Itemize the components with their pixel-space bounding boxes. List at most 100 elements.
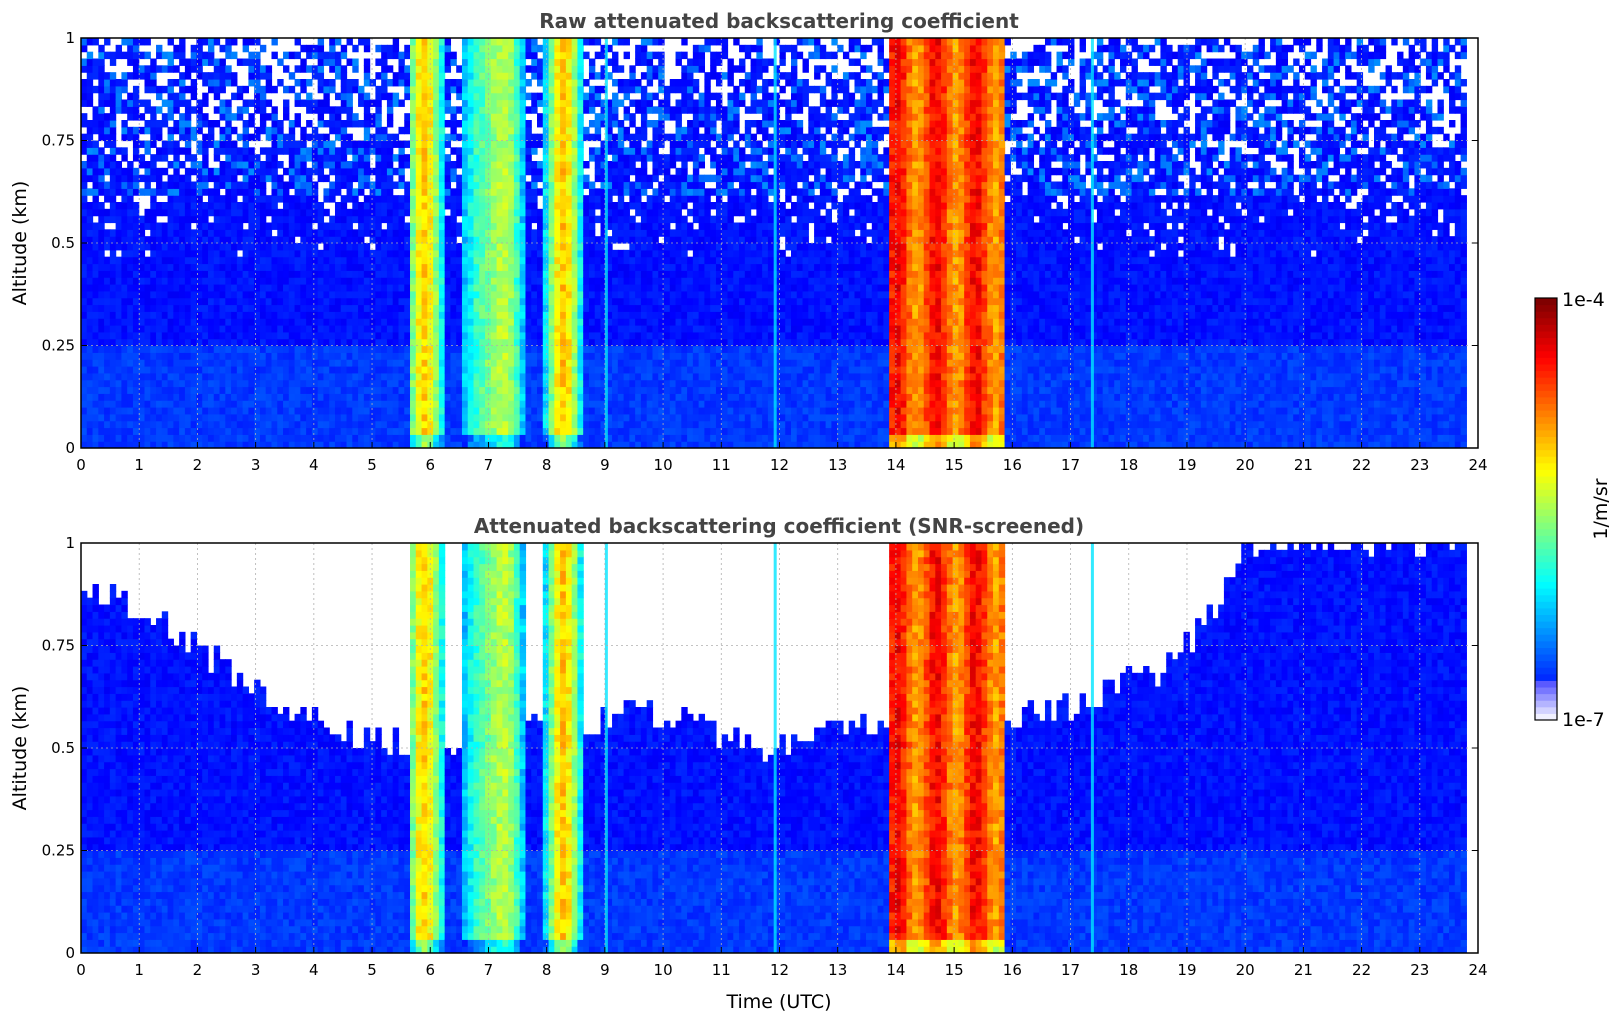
heat-cell <box>571 270 579 278</box>
heat-cell <box>386 400 394 408</box>
heat-cell <box>156 120 163 128</box>
heat-cell <box>132 263 140 271</box>
heat-cell <box>461 99 469 107</box>
heat-cell <box>404 359 411 367</box>
heat-cell <box>329 393 336 401</box>
heat-cell <box>450 290 457 299</box>
heat-cell <box>184 297 192 306</box>
heat-cell <box>496 325 503 333</box>
heat-cell <box>496 208 503 217</box>
heat-cell <box>381 44 388 53</box>
heat-cell <box>179 243 186 251</box>
heat-cell <box>231 379 238 388</box>
heat-cell <box>479 208 486 217</box>
heat-cell <box>144 325 151 333</box>
heat-cell <box>259 352 267 360</box>
heat-cell <box>236 85 244 94</box>
heat-cell <box>537 188 544 196</box>
heat-cell <box>542 393 550 401</box>
heat-cell <box>577 167 584 176</box>
heat-cell <box>115 256 122 265</box>
heat-cell <box>519 413 527 422</box>
heat-cell <box>588 284 596 292</box>
heat-cell <box>352 270 359 278</box>
heat-cell <box>317 202 325 210</box>
heat-cell <box>306 222 313 230</box>
heat-cell <box>392 284 400 292</box>
heat-cell <box>283 311 290 319</box>
heat-cell <box>121 215 128 224</box>
heat-cell <box>410 120 417 128</box>
heat-cell <box>421 311 428 319</box>
heat-cell <box>300 202 307 210</box>
heat-cell <box>179 304 186 312</box>
heat-cell <box>150 161 157 169</box>
heat-cell <box>248 427 255 435</box>
heat-cell <box>213 154 221 162</box>
heat-cell <box>202 427 209 435</box>
heat-cell <box>461 338 469 347</box>
heat-cell <box>467 304 475 312</box>
heat-cell <box>196 304 203 312</box>
heat-cell <box>513 79 521 87</box>
heat-cell <box>583 133 590 142</box>
heat-cell <box>467 297 475 306</box>
heat-cell <box>404 420 411 429</box>
heat-cell <box>98 407 105 415</box>
heat-cell <box>248 304 255 312</box>
heat-cell <box>156 318 163 326</box>
heat-cell <box>121 413 128 422</box>
heat-cell <box>358 140 365 148</box>
heat-cell <box>352 393 359 401</box>
heat-cell <box>288 325 296 333</box>
heat-cell <box>98 215 105 224</box>
heat-cell <box>450 174 457 183</box>
heat-cell <box>594 270 602 278</box>
heat-cell <box>132 434 140 442</box>
heat-cell <box>179 345 186 353</box>
heat-cell <box>479 161 486 169</box>
heat-cell <box>317 318 325 326</box>
heat-cell <box>473 65 480 73</box>
heat-cell <box>167 208 174 217</box>
heat-cell <box>479 222 486 230</box>
heat-cell <box>311 420 319 429</box>
heat-cell <box>508 249 515 258</box>
heat-cell <box>456 277 463 285</box>
heat-cell <box>144 51 151 60</box>
heat-cell <box>548 126 555 135</box>
heat-cell <box>202 434 209 442</box>
heat-cell <box>306 270 313 278</box>
heat-cell <box>259 72 267 80</box>
heat-cell <box>485 38 492 46</box>
heat-cell <box>277 386 284 394</box>
heat-cell <box>554 407 561 415</box>
heat-cell <box>490 58 498 66</box>
heat-cell <box>167 331 174 340</box>
heat-cell <box>311 140 319 148</box>
heat-cell <box>259 120 267 128</box>
heat-cell <box>127 270 134 278</box>
heat-cell <box>513 331 521 340</box>
heat-cell <box>565 386 573 394</box>
heat-cell <box>508 154 515 162</box>
heat-cell <box>467 270 475 278</box>
heat-cell <box>485 284 492 292</box>
heat-cell <box>531 386 538 394</box>
heat-cell <box>196 44 203 53</box>
heat-cell <box>410 229 417 237</box>
heat-cell <box>513 202 521 210</box>
heat-cell <box>410 366 417 374</box>
heat-cell <box>271 181 278 189</box>
heat-cell <box>121 427 128 435</box>
heat-cell <box>490 113 498 121</box>
heat-cell <box>456 79 463 87</box>
heat-cell <box>525 38 532 46</box>
heat-cell <box>519 400 527 408</box>
heat-cell <box>433 352 440 360</box>
heat-cell <box>352 58 359 66</box>
heat-cell <box>109 318 117 326</box>
heat-cell <box>190 236 198 244</box>
heat-cell <box>150 420 157 429</box>
heat-cell <box>427 106 434 114</box>
